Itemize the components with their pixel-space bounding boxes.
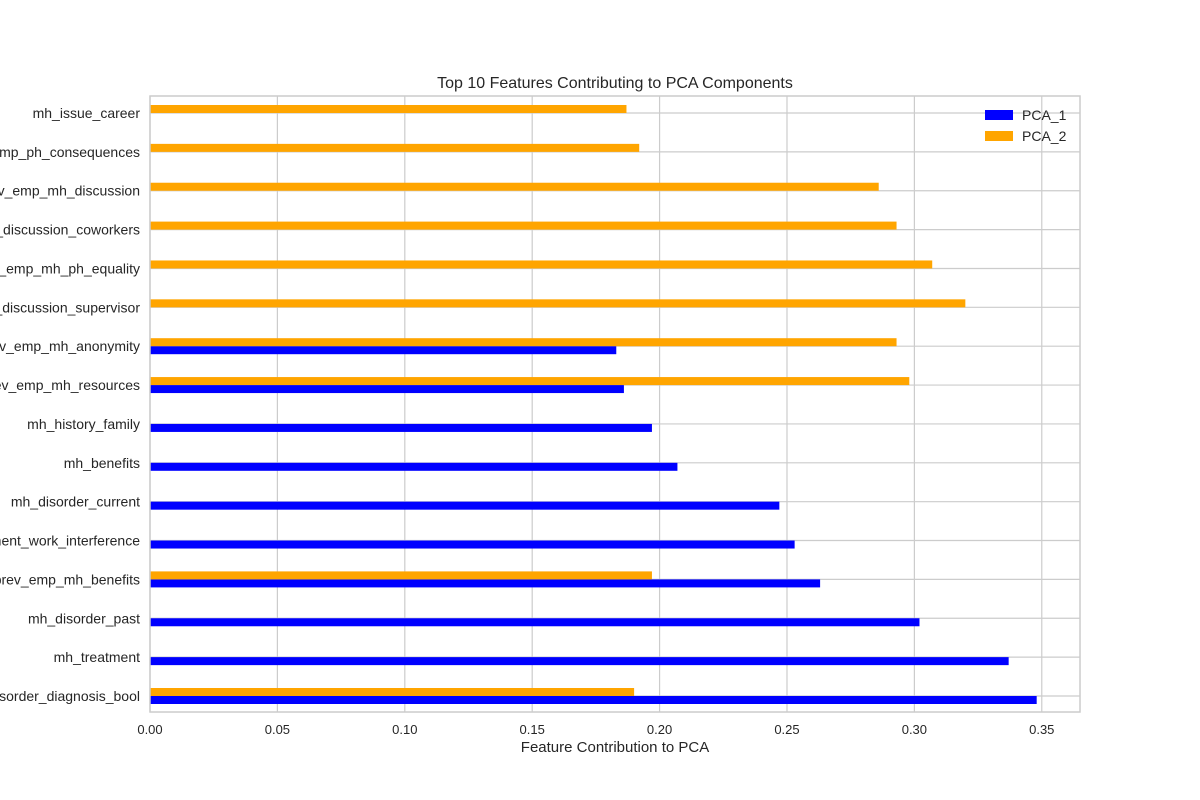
bar-pca-1 (150, 423, 652, 432)
legend-swatch (985, 110, 1013, 120)
x-tick-label: 0.30 (902, 722, 927, 737)
legend-label: PCA_2 (1022, 128, 1067, 144)
bar-pca-1 (150, 696, 1037, 704)
y-tick-label: prev_emp_mh_discussion (0, 183, 140, 199)
x-tick-label: 0.15 (520, 722, 545, 737)
bar-pca-1 (150, 579, 821, 588)
y-tick-label: prev_emp_mh_discussion_coworkers (0, 222, 140, 238)
x-tick-label: 0.10 (392, 722, 417, 737)
chart-title: Top 10 Features Contributing to PCA Comp… (437, 75, 793, 92)
bar-pca-2 (150, 688, 635, 696)
y-tick-label: mh_disorder_diagnosis_bool (0, 688, 140, 704)
x-tick-label: 0.00 (137, 722, 162, 737)
y-tick-label: prev_emp_mh_benefits (0, 571, 140, 587)
y-tick-label: mh_treatment (54, 649, 140, 665)
y-tick-label: mh_benefits (64, 455, 140, 471)
legend: PCA_1 PCA_2 (985, 107, 1067, 144)
bar-pca-1 (150, 501, 780, 510)
bar-pca-2 (150, 105, 627, 113)
bar-pca-1 (150, 540, 795, 549)
bar-pca-1 (150, 618, 920, 627)
x-tick-label: 0.05 (265, 722, 290, 737)
x-tick-label: 0.25 (774, 722, 799, 737)
plot-frame (149, 95, 1081, 713)
bar-pca-1 (150, 385, 624, 394)
bar-pca-1 (150, 657, 1009, 666)
y-tick-label: prev_emp_mh_anonymity (0, 338, 140, 354)
bars (150, 105, 1037, 704)
legend-swatch (985, 131, 1013, 141)
bar-pca-2 (150, 338, 897, 347)
bar-pca-2 (150, 182, 879, 191)
bar-pca-2 (150, 260, 933, 269)
bar-pca-2 (150, 143, 640, 152)
y-tick-label: mh_history_family (27, 416, 140, 432)
bar-pca-1 (150, 462, 678, 471)
bar-pca-2 (150, 221, 897, 230)
x-tick-label: 0.20 (647, 722, 672, 737)
bar-pca-2 (150, 571, 652, 580)
y-tick-label: prev_emp_mh_resources (0, 377, 140, 393)
bar-pca-2 (150, 377, 910, 386)
y-tick-label: prev_emp_ph_consequences (0, 144, 140, 160)
legend-label: PCA_1 (1022, 107, 1067, 123)
y-tick-label: mh_disorder_current (11, 494, 140, 510)
y-tick-label: prev_emp_mh_discussion_supervisor (0, 299, 140, 315)
x-tick-label: 0.35 (1029, 722, 1054, 737)
x-axis-label: Feature Contribution to PCA (521, 739, 709, 756)
y-tick-label: prev_emp_mh_ph_equality (0, 260, 140, 276)
bar-pca-1 (150, 346, 617, 355)
y-tick-label: mh_issue_career (33, 105, 141, 121)
y-tick-label: mh_disorder_past (28, 610, 140, 626)
y-tick-labels: mh_disorder_diagnosis_bool mh_treatment mh… (0, 105, 140, 704)
y-tick-label: mh_current_employment_work_interference (0, 533, 140, 549)
x-tick-labels: 0.00 0.05 0.10 0.15 0.20 0.25 0.30 0.35 (137, 722, 1054, 737)
bar-pca-2 (150, 299, 966, 308)
